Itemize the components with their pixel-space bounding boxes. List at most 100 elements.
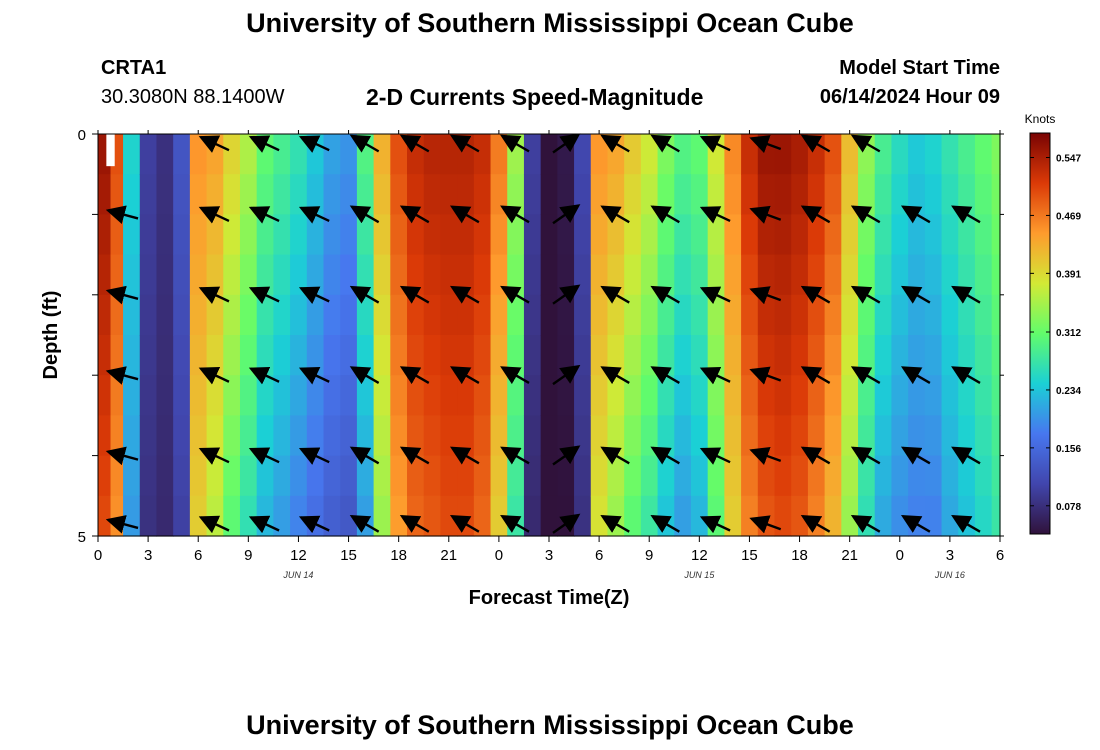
heatmap-cell [924, 375, 943, 416]
heatmap-cell [523, 134, 542, 175]
current-vector-arrow [399, 446, 430, 465]
heatmap-cell [974, 214, 993, 256]
heatmap-cell [323, 174, 341, 215]
x-date-label: JUN 15 [683, 570, 715, 580]
heatmap-cell [139, 335, 158, 376]
heatmap-cell [707, 214, 725, 256]
heatmap-cell [457, 455, 475, 497]
current-vectors [105, 133, 981, 534]
heatmap-cell [941, 174, 959, 215]
current-vector-arrow [951, 366, 981, 385]
x-tick-label: 9 [244, 547, 252, 564]
heatmap-cell [110, 335, 124, 376]
heatmap-cell [373, 375, 391, 416]
heatmap-cell [540, 214, 558, 256]
heatmap-cell [473, 495, 492, 537]
heatmap-cell [824, 335, 842, 376]
heatmap-cell [908, 214, 926, 256]
current-vector-arrow [349, 446, 380, 465]
heatmap-cell [256, 335, 274, 376]
current-vector-arrow [552, 204, 581, 225]
heatmap-cell [98, 335, 112, 376]
current-vector-arrow [600, 285, 630, 304]
heatmap-cell [774, 335, 792, 376]
heatmap-cell [824, 174, 842, 215]
heatmap-cell [407, 455, 425, 497]
x-tick-label: 15 [340, 547, 357, 564]
heatmap-cell [791, 455, 809, 497]
heatmap-cell [741, 174, 759, 215]
heatmap-cell [958, 134, 976, 175]
heatmap-cell [774, 375, 792, 416]
current-vector-arrow [298, 286, 330, 305]
heatmap-cell [223, 254, 241, 296]
current-vector-arrow [198, 135, 230, 153]
station-id: CRTA1 [101, 57, 167, 79]
heatmap-cell [807, 495, 826, 537]
current-vector-arrow [449, 446, 480, 465]
heatmap-cell [924, 495, 943, 537]
current-vector-arrow [900, 285, 931, 304]
heatmap-cell [824, 415, 842, 457]
heatmap-cell [507, 214, 525, 256]
current-vector-arrow [500, 205, 530, 224]
heatmap-cell [123, 335, 141, 376]
current-vector-arrow [349, 134, 380, 153]
current-vector-arrow [500, 134, 530, 153]
heatmap-cell [523, 495, 542, 537]
heatmap-cell [123, 415, 141, 457]
heatmap-cell [273, 134, 291, 175]
heatmap-cell [958, 495, 976, 537]
heatmap-cell [373, 415, 391, 457]
heatmap-cell [657, 375, 675, 416]
heatmap-cell [390, 214, 408, 256]
heatmap-cell [306, 335, 325, 376]
heatmap-cell [340, 415, 358, 457]
heatmap-cell [941, 214, 959, 256]
heatmap-cell [841, 495, 859, 537]
heatmap-cell [624, 495, 642, 537]
heatmap-cell [540, 335, 558, 376]
heatmap-cell [323, 134, 341, 175]
heatmap-cell [123, 214, 141, 256]
heatmap-cell [791, 214, 809, 256]
heatmap-cell [941, 415, 959, 457]
heatmap-cell [908, 335, 926, 376]
heatmap-cell [123, 174, 141, 215]
heatmap-cell [590, 214, 609, 256]
current-vector-arrow [449, 366, 480, 385]
heatmap-cell [156, 455, 174, 497]
heatmap-cell [239, 375, 258, 416]
heatmap-cell [974, 294, 993, 336]
current-vector-arrow [699, 135, 731, 153]
heatmap-cell [110, 455, 124, 497]
heatmap-cell [841, 335, 859, 376]
current-vector-arrow [198, 206, 230, 224]
heatmap-cell [874, 495, 893, 537]
heatmap-cell [407, 495, 425, 537]
current-vector-arrow [800, 514, 831, 533]
heatmap-cell [941, 254, 959, 296]
heatmap-cell [674, 375, 692, 416]
heatmap-cell [189, 375, 208, 416]
heatmap-cell [306, 214, 325, 256]
heatmap-cell [110, 375, 124, 416]
heatmap-cell [924, 415, 943, 457]
heatmap-cell [189, 495, 208, 537]
heatmap-cell [356, 254, 375, 296]
y-axis-label: Depth (ft) [40, 291, 62, 380]
heatmap-cell [139, 174, 158, 215]
current-vector-arrow [850, 446, 881, 465]
heatmap-cell [624, 294, 642, 336]
heatmap-cell [741, 495, 759, 537]
heatmap-cell [340, 495, 358, 537]
heatmap-cell [607, 214, 625, 256]
heatmap-cell [841, 254, 859, 296]
heatmap-cell [440, 375, 458, 416]
x-tick-label: 0 [896, 547, 904, 564]
heatmap-cell [991, 294, 1001, 336]
heatmap-cell [373, 134, 391, 175]
heatmap-cell [540, 375, 558, 416]
heatmap-cell [874, 455, 893, 497]
heatmap-cell [423, 254, 442, 296]
